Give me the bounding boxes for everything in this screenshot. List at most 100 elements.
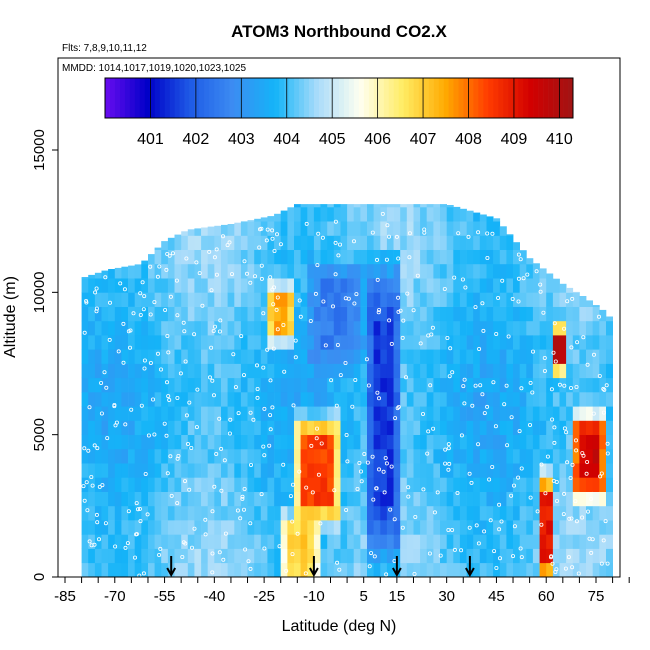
heat-cell [88,463,96,478]
heat-cell [260,477,268,492]
heat-cell [340,292,348,307]
heat-cell [479,491,487,507]
heat-cell [260,235,268,250]
heat-cell [287,491,295,507]
heat-cell [400,263,408,279]
heat-cell [367,477,374,492]
sample-point [194,260,199,265]
heat-cell [300,204,308,208]
heat-cell [546,349,554,364]
heat-cell [386,263,394,279]
heat-cell [559,283,567,293]
heat-cell [201,349,209,364]
heat-cell [420,448,428,464]
heat-cell [114,320,122,336]
profile-arrow [166,556,177,578]
heat-cell [367,420,374,435]
heat-cell [267,520,275,535]
heat-cell [214,292,222,307]
heat-cell [101,434,109,450]
heat-cell [167,520,175,535]
heat-cell [294,363,301,379]
heat-cell [347,562,355,578]
heat-cell [187,235,195,250]
sample-point [195,387,200,392]
heat-cell [479,505,487,521]
heat-cell [214,562,222,578]
sample-point [99,411,104,416]
sample-point [569,516,574,521]
sample-point [116,349,121,354]
heat-cell [539,448,547,464]
heat-cell [572,291,580,293]
sample-point [396,404,401,409]
heat-cell [94,335,102,350]
colorbar-segment [219,78,225,118]
colorbar-segment [239,78,245,118]
heat-cell [94,272,102,279]
sample-point [182,479,187,484]
heat-cell [280,221,288,236]
sample-point [121,321,126,326]
sample-point [565,299,570,304]
heat-cell [201,477,209,492]
heat-cell [313,320,321,336]
heat-cell [254,520,262,535]
sample-point [466,234,471,239]
colorbar-segment [528,78,534,118]
heat-cell [254,335,262,350]
heat-cell [499,562,507,578]
heat-cell [353,520,361,535]
heat-cell [148,520,155,535]
heat-cell [539,463,547,478]
heat-cell [154,534,162,549]
heat-cell [406,204,414,208]
sample-point [214,247,219,252]
heat-cell [333,306,341,322]
heat-cell [380,349,388,364]
heat-cell [393,349,401,364]
colorbar-segment [428,78,434,118]
heat-cell [592,548,600,564]
sample-point [405,291,410,296]
heat-cell [307,206,315,222]
sample-point [528,422,533,427]
heat-cell [367,204,374,208]
heat-cell [373,548,381,564]
heat-cell [386,406,394,421]
sample-point [290,482,295,487]
heat-cell [433,392,441,407]
heat-cell [161,562,169,578]
heat-cell [260,306,268,322]
heat-cell [519,463,527,478]
sample-point [393,416,398,421]
heat-cell [486,263,494,279]
heat-cell [367,534,374,549]
x-tick-label: 45 [488,588,505,605]
heat-cell [187,520,195,535]
heat-cell [214,377,222,393]
sample-point [575,340,580,345]
heat-cell [313,534,321,549]
colorbar-segment [393,78,400,118]
heat-cell [446,548,454,564]
heat-cell [287,463,295,478]
heat-cell [320,392,328,407]
heat-cell [260,562,268,578]
sample-point [567,516,572,521]
heat-cell [353,235,361,250]
heat-cell [579,534,587,549]
heat-cell [94,520,102,535]
heat-cell [466,548,474,564]
heat-cell [300,491,308,507]
heat-cell [592,448,600,464]
heat-cell [141,260,149,265]
heat-cell [181,363,189,379]
heat-cell [181,448,189,464]
sample-point [95,520,100,525]
sample-point [551,478,556,483]
heat-cell [181,292,189,307]
sample-point [482,411,487,416]
sample-point [309,443,314,448]
colorbar-segment [558,78,564,118]
